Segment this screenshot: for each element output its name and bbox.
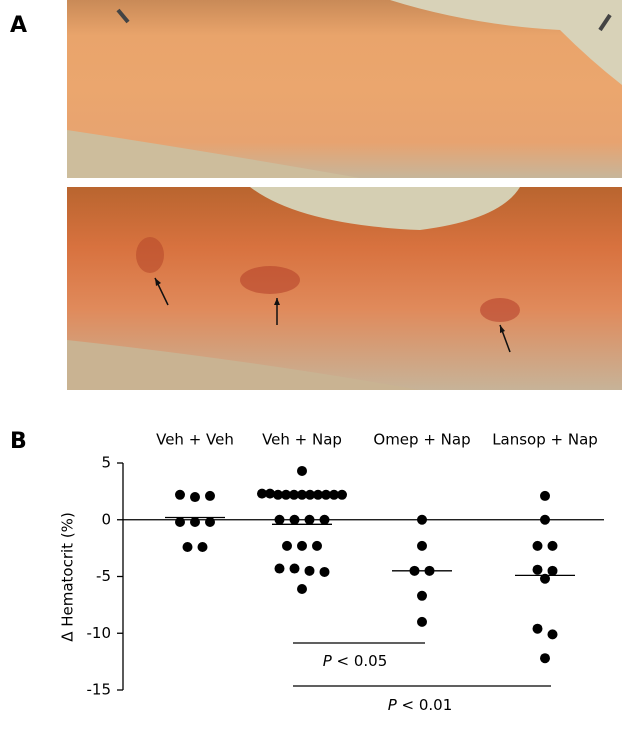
y-tick-label: -5 [96, 567, 111, 585]
data-point [190, 492, 200, 503]
data-point [319, 514, 330, 525]
data-point [273, 489, 283, 500]
data-point [175, 489, 185, 500]
data-point [532, 564, 543, 575]
data-point [304, 565, 315, 576]
data-point [540, 490, 550, 501]
data-point [417, 540, 427, 551]
data-point [265, 488, 275, 499]
x-category-label: Veh + Nap [262, 431, 342, 449]
y-tick-label: 5 [101, 454, 111, 472]
data-point [337, 489, 347, 500]
data-point [205, 517, 215, 528]
y-tick-label: 0 [101, 510, 111, 528]
data-point [289, 514, 300, 525]
data-point [313, 489, 323, 500]
data-point [297, 465, 307, 476]
data-point [175, 517, 185, 528]
data-point [304, 514, 315, 525]
x-category-label: Lansop + Nap [492, 431, 598, 449]
data-point [297, 540, 307, 551]
y-axis-label: Δ Hematocrit (%) [59, 512, 77, 642]
data-point [205, 490, 215, 501]
y-tick-label: -15 [87, 681, 112, 699]
data-point [297, 583, 307, 594]
data-point [319, 566, 330, 577]
data-point [197, 541, 208, 552]
data-point [297, 489, 307, 500]
data-point [329, 489, 339, 500]
data-point [417, 514, 427, 525]
data-point [547, 629, 558, 640]
data-point [532, 540, 543, 551]
x-category-label: Omep + Nap [373, 431, 470, 449]
data-point [182, 541, 193, 552]
data-point [417, 616, 427, 627]
data-point [305, 489, 315, 500]
annotation: P < 0.05 [323, 652, 388, 670]
data-point [274, 514, 285, 525]
annotation: P < 0.01 [388, 696, 453, 714]
data-point [312, 540, 322, 551]
data-point [321, 489, 331, 500]
data-point [289, 563, 300, 574]
data-point [540, 514, 550, 525]
x-category-label: Veh + Veh [156, 431, 234, 449]
photo-top [67, 0, 622, 178]
data-point [281, 489, 291, 500]
data-point [417, 590, 427, 601]
data-point [547, 540, 558, 551]
y-tick-label: -10 [87, 624, 112, 642]
data-point [274, 563, 285, 574]
data-point [532, 623, 543, 634]
photo-bottom [67, 187, 622, 390]
data-point [547, 565, 558, 576]
panel-label: A [10, 13, 27, 38]
data-point [190, 517, 200, 528]
data-point [540, 573, 550, 584]
data-point [282, 540, 292, 551]
data-point [289, 489, 299, 500]
data-point [540, 653, 550, 664]
panel-label: B [10, 429, 27, 454]
data-point [257, 488, 267, 499]
